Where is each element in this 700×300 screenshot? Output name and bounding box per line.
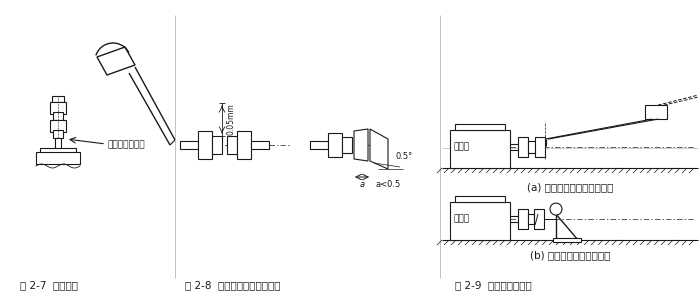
- Text: a: a: [359, 180, 365, 189]
- Bar: [342, 137, 352, 153]
- Bar: [310, 141, 328, 149]
- Text: 此处应垫一铜棒: 此处应垫一铜棒: [108, 140, 146, 149]
- Bar: [212, 136, 222, 154]
- Text: (a) 用百分表检查联轴器端面: (a) 用百分表检查联轴器端面: [527, 182, 613, 192]
- Bar: [198, 131, 212, 159]
- Bar: [251, 141, 269, 149]
- Bar: [535, 137, 545, 157]
- Text: 0.5°: 0.5°: [396, 152, 413, 161]
- Polygon shape: [354, 129, 368, 161]
- Bar: [645, 105, 667, 119]
- Bar: [40, 148, 76, 154]
- Bar: [50, 120, 66, 132]
- Text: (b) 用百分表检查支座端面: (b) 用百分表检查支座端面: [530, 250, 610, 260]
- Bar: [518, 137, 528, 157]
- Bar: [450, 130, 510, 168]
- Text: 原动机: 原动机: [454, 142, 470, 152]
- Text: a<0.5: a<0.5: [375, 180, 400, 189]
- Bar: [455, 196, 505, 202]
- Polygon shape: [97, 47, 135, 75]
- Polygon shape: [370, 129, 388, 169]
- Bar: [553, 238, 581, 242]
- Bar: [227, 136, 237, 154]
- Text: 原动机: 原动机: [454, 214, 470, 224]
- Text: 图 2-9  安装精度的检查: 图 2-9 安装精度的检查: [455, 280, 532, 290]
- Bar: [36, 152, 80, 164]
- Text: 图 2-7  注意事项: 图 2-7 注意事项: [20, 280, 78, 290]
- Bar: [450, 202, 510, 240]
- Bar: [534, 209, 544, 229]
- Text: 0.05mm: 0.05mm: [226, 103, 235, 135]
- Bar: [53, 130, 63, 138]
- Bar: [52, 96, 64, 102]
- Bar: [455, 124, 505, 130]
- Bar: [55, 138, 61, 150]
- Text: 图 2-8  联轴器之间的安装精度: 图 2-8 联轴器之间的安装精度: [185, 280, 281, 290]
- Bar: [53, 112, 63, 120]
- Bar: [528, 141, 535, 153]
- Bar: [328, 133, 342, 157]
- Bar: [180, 141, 198, 149]
- Bar: [518, 209, 528, 229]
- Bar: [237, 131, 251, 159]
- Bar: [50, 102, 66, 114]
- Bar: [528, 214, 534, 224]
- Circle shape: [550, 203, 562, 215]
